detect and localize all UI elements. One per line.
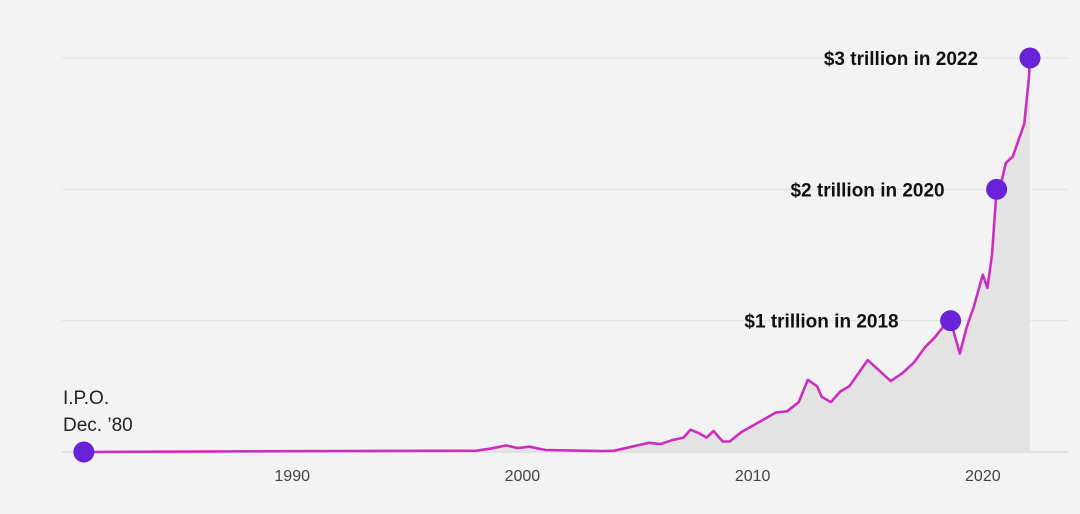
milestone-marker bbox=[1019, 47, 1041, 69]
area-fill bbox=[83, 58, 1030, 452]
milestone-label-1-trillion: $1 trillion in 2018 bbox=[744, 312, 898, 333]
x-tick-label: 2000 bbox=[505, 468, 541, 485]
milestone-markers bbox=[73, 47, 1041, 463]
ipo-date-label: Dec. ’80 bbox=[63, 415, 133, 436]
milestone-label-2-trillion: $2 trillion in 2020 bbox=[790, 180, 944, 201]
milestone-label-3-trillion: $3 trillion in 2022 bbox=[824, 49, 978, 70]
x-tick-label: 1990 bbox=[274, 468, 310, 485]
milestone-marker bbox=[986, 178, 1008, 200]
x-axis-tick-labels: 1990 2000 2010 2020 bbox=[274, 468, 1000, 485]
series-line bbox=[82, 56, 1032, 454]
x-tick-label: 2010 bbox=[735, 468, 771, 485]
ipo-label: I.P.O. bbox=[63, 388, 109, 409]
milestone-marker bbox=[940, 310, 962, 332]
x-tick-label: 2020 bbox=[965, 468, 1001, 485]
ipo-marker bbox=[73, 441, 95, 463]
